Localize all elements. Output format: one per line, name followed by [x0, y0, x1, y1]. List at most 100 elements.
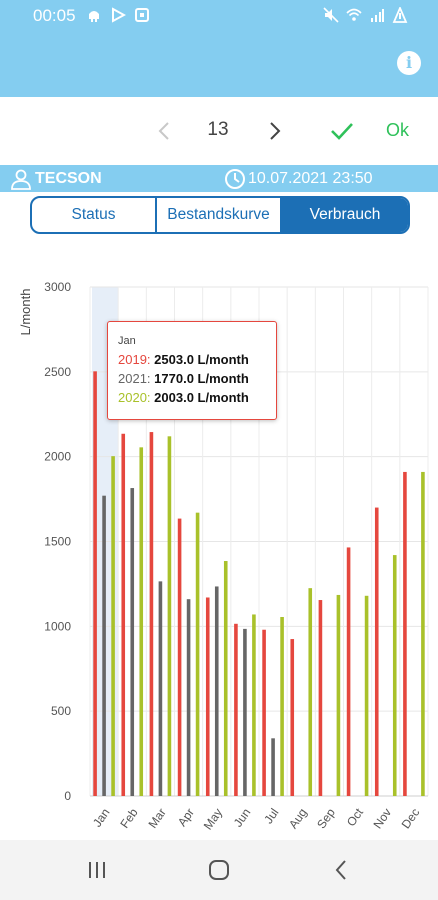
bar	[121, 433, 126, 796]
wifi-icon	[346, 8, 362, 21]
x-tick-label: Nov	[370, 806, 394, 832]
bar	[167, 436, 172, 796]
x-tick-label: Aug	[286, 806, 310, 832]
android-icon	[89, 11, 99, 22]
tooltip-value: 2503.0 L/month	[154, 352, 249, 367]
tooltip-row-2021: 2021: 1770.0 L/month	[118, 371, 249, 386]
bar	[234, 623, 238, 796]
signal-icon	[371, 9, 384, 22]
y-tick-label: 3000	[44, 280, 71, 294]
bar	[102, 495, 106, 796]
x-tick-label: Jul	[261, 806, 281, 827]
bar	[421, 471, 425, 796]
tooltip-month: Jan	[118, 335, 136, 347]
bar	[262, 629, 266, 796]
user-icon	[11, 169, 31, 190]
tab-status[interactable]: Status	[32, 198, 157, 232]
clock-icon	[225, 169, 245, 189]
tab-verbrauch[interactable]: Verbrauch	[282, 198, 408, 232]
bar	[158, 581, 163, 796]
bar	[392, 555, 397, 796]
bar	[186, 599, 191, 796]
bar	[195, 512, 200, 796]
bar	[223, 561, 228, 796]
y-tick-label: 1500	[44, 535, 71, 549]
tooltip-value: 2003.0 L/month	[154, 390, 249, 405]
y-tick-label: 500	[51, 704, 71, 718]
status-bar: 00:05	[0, 0, 438, 30]
pager-value: 13	[207, 119, 229, 140]
x-tick-label: Oct	[344, 805, 367, 829]
bar	[374, 507, 379, 796]
tooltip-separator: :	[146, 371, 155, 386]
mute-icon	[323, 7, 339, 23]
y-tick-label: 1000	[44, 619, 71, 633]
view-tabs: Status Bestandskurve Verbrauch	[30, 196, 410, 234]
app-bar: i	[0, 30, 438, 97]
chevron-left-icon[interactable]	[153, 118, 175, 144]
timestamp: 10.07.2021 23:50	[248, 170, 373, 187]
chevron-right-icon[interactable]	[264, 118, 286, 144]
bar	[280, 617, 284, 796]
tooltip-row-2020: 2020: 2003.0 L/month	[118, 390, 249, 405]
check-icon[interactable]	[329, 118, 355, 144]
bar	[205, 597, 210, 796]
info-icon[interactable]: i	[397, 51, 421, 75]
gallery-icon	[135, 8, 149, 22]
play-icon	[112, 7, 126, 23]
tooltip-value: 1770.0 L/month	[154, 371, 249, 386]
bar	[139, 447, 144, 796]
chart-tooltip: Jan 2019: 2503.0 L/month 2021: 1770.0 L/…	[107, 321, 277, 420]
tooltip-year: 2020	[118, 390, 147, 405]
bar	[149, 432, 154, 796]
status-right-icons	[323, 7, 408, 23]
pager-row: 13 Ok	[0, 97, 438, 165]
recent-apps-icon[interactable]	[86, 860, 108, 880]
bar	[403, 471, 407, 796]
tooltip-separator: :	[146, 390, 155, 405]
y-tick-label: 0	[64, 789, 71, 803]
bar	[336, 594, 341, 796]
consumption-chart[interactable]: 0 500 1000 1500 2000 2500 3000 L/month Jan Feb Mar…	[0, 240, 438, 840]
bar	[290, 639, 295, 796]
tooltip-year: 2019	[118, 352, 147, 367]
battery-icon	[392, 7, 408, 23]
y-tick-label: 2000	[44, 450, 71, 464]
bar	[252, 614, 256, 796]
bar	[177, 518, 182, 796]
tooltip-row-2019: 2019: 2503.0 L/month	[118, 352, 249, 367]
home-icon[interactable]	[208, 859, 230, 881]
x-tick-label: Jun	[231, 806, 254, 830]
bar	[308, 588, 313, 796]
tab-bestandskurve[interactable]: Bestandskurve	[157, 198, 282, 232]
info-bar: TECSON 10.07.2021 23:50	[0, 165, 438, 192]
y-axis-label: L/month	[18, 289, 33, 336]
user-name: TECSON	[35, 170, 102, 187]
bar	[318, 600, 323, 796]
bar	[93, 371, 97, 796]
x-tick-label: Apr	[175, 806, 197, 829]
bar	[346, 547, 351, 796]
y-tick-label: 2500	[44, 365, 71, 379]
status-time: 00:05	[33, 6, 76, 25]
status-left-icons	[86, 7, 150, 23]
ok-button[interactable]: Ok	[386, 120, 410, 140]
tooltip-year: 2021	[118, 371, 147, 386]
x-tick-label: May	[201, 806, 225, 833]
x-tick-label: Sep	[314, 805, 338, 831]
system-nav-bar	[0, 840, 438, 900]
bar	[364, 595, 369, 796]
bar	[130, 488, 135, 796]
x-tick-label: Jan	[90, 806, 113, 830]
bar	[271, 738, 275, 796]
x-tick-label: Mar	[146, 806, 169, 831]
bar	[243, 628, 247, 796]
back-icon[interactable]	[333, 859, 349, 881]
tooltip-separator: :	[146, 352, 155, 367]
x-tick-label: Dec	[399, 806, 423, 832]
bar	[214, 586, 219, 796]
x-tick-label: Feb	[117, 805, 141, 830]
bar	[111, 456, 115, 796]
